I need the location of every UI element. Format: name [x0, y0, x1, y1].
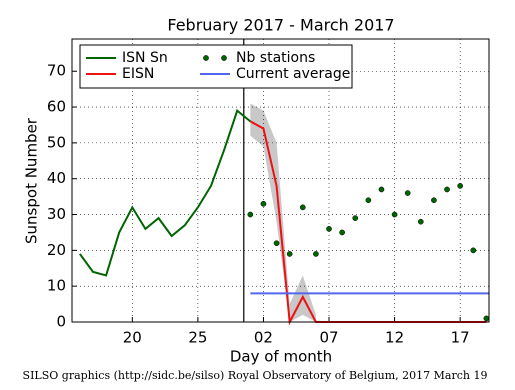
plot-frame [71, 38, 490, 323]
legend-dot [203, 55, 209, 61]
y-tick-label: 30 [47, 205, 66, 223]
y-tick-label: 70 [47, 62, 66, 80]
x-tick-label: 07 [319, 329, 338, 347]
station-dot [470, 247, 477, 254]
x-tick-label: 12 [385, 329, 404, 347]
series-line [79, 108, 251, 277]
station-dot [365, 197, 372, 204]
y-tick-label: 10 [47, 277, 66, 295]
station-dot [483, 315, 490, 322]
y-tick-label: 60 [47, 98, 66, 116]
x-tick-label: 20 [123, 329, 142, 347]
legend-box [79, 44, 353, 89]
x-tick-label: 25 [188, 329, 207, 347]
footer: SILSO graphics (http://sidc.be/silso) Ro… [23, 369, 488, 382]
y-tick-label: 40 [47, 169, 66, 187]
legend-label: Nb stations [236, 50, 315, 66]
station-dot [299, 204, 306, 211]
station-dot [286, 251, 293, 257]
y-tick-label: 20 [47, 241, 66, 259]
x-tick-label: 02 [254, 329, 273, 347]
station-dot [391, 211, 398, 218]
y-tick-label: 0 [56, 313, 66, 331]
station-dot [352, 215, 359, 221]
station-dot [378, 186, 385, 193]
legend-label: Current average [236, 66, 350, 82]
station-dot [326, 226, 332, 232]
legend-dot [221, 55, 227, 61]
confidence-band [250, 103, 316, 322]
chart-title: February 2017 - March 2017 [167, 16, 394, 35]
station-dot [417, 218, 424, 225]
y-tick-label: 50 [47, 133, 66, 151]
station-dot [260, 200, 267, 207]
station-dot [457, 183, 464, 189]
x-axis-label: Day of month [230, 348, 332, 366]
legend-label: ISN Sn [122, 50, 168, 66]
station-dot [313, 251, 319, 257]
station-dot [273, 240, 280, 247]
legend-label: EISN [122, 66, 154, 82]
y-axis-label: Sunspot Number [23, 117, 41, 244]
station-dot [339, 229, 345, 236]
station-dot [431, 197, 437, 204]
station-dot [444, 186, 450, 193]
x-tick-label: 17 [451, 329, 470, 347]
station-dot [404, 190, 411, 196]
station-dot [247, 211, 254, 218]
